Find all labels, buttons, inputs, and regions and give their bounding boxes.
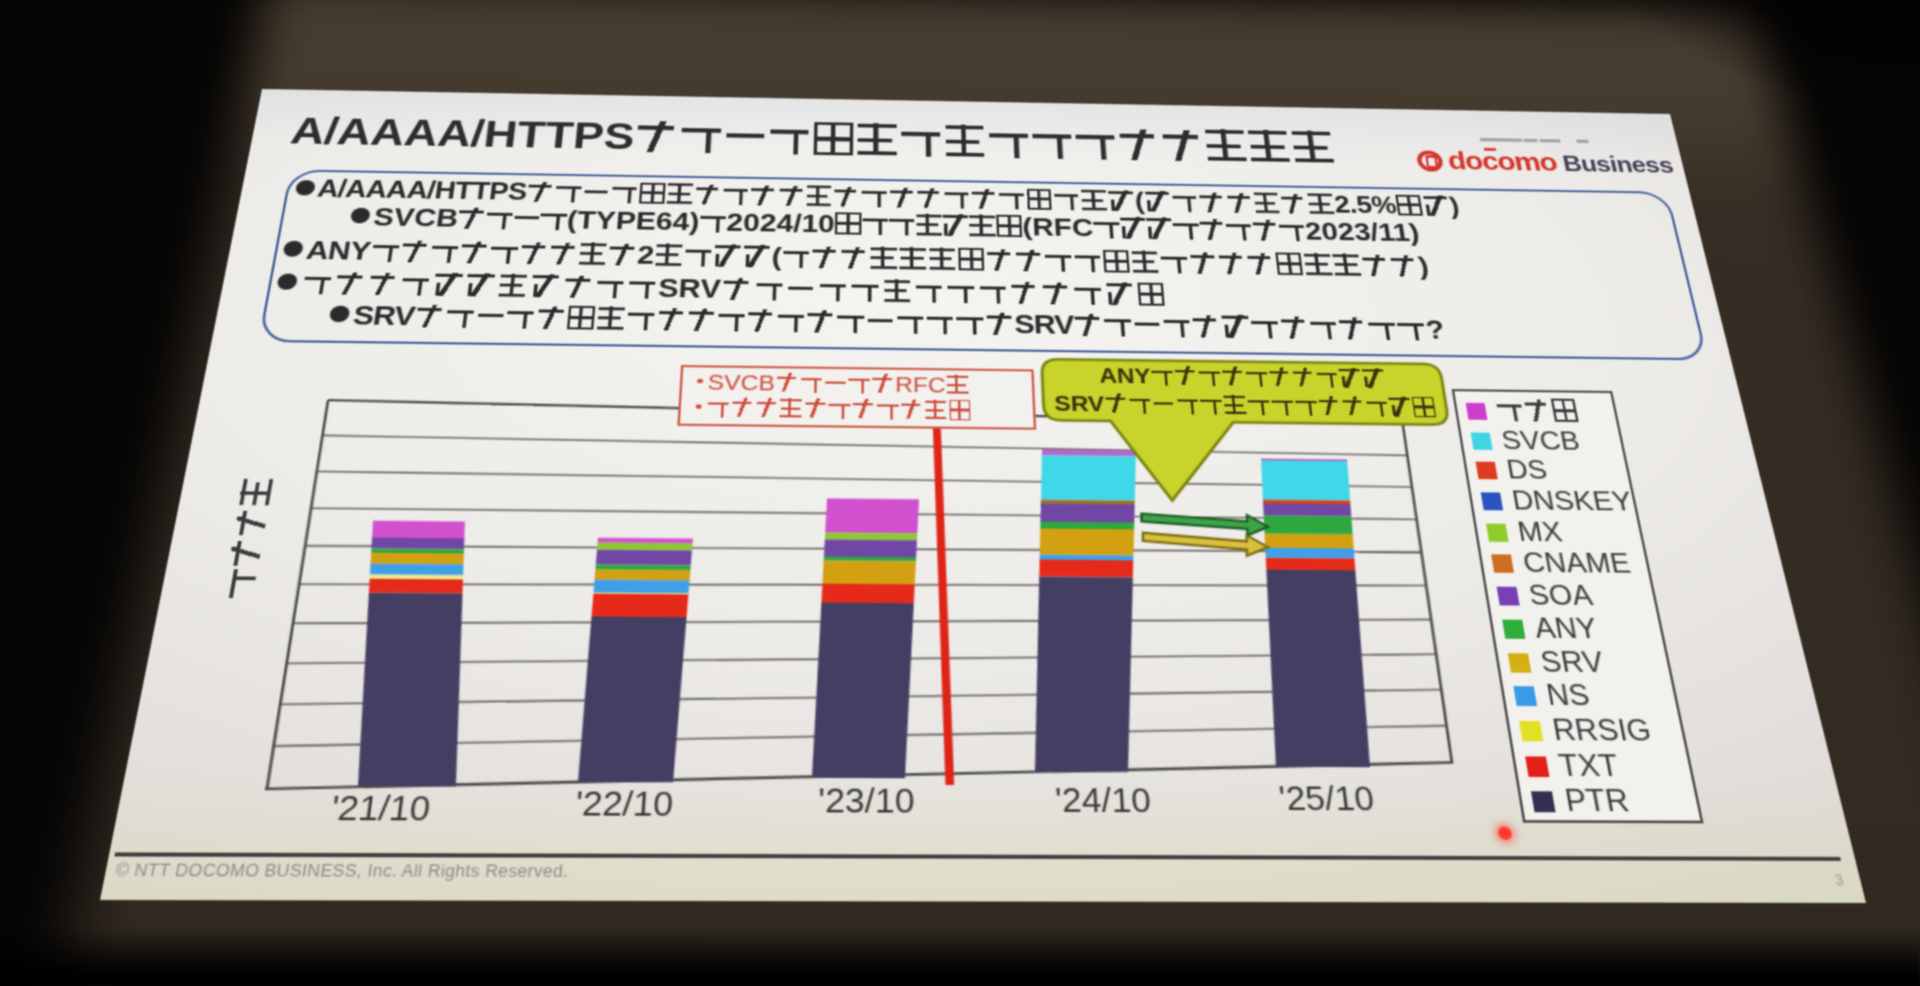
svg-text:'25/10: '25/10: [1277, 778, 1376, 818]
svg-text:'23/10: '23/10: [818, 780, 915, 820]
svg-text:'22/10: '22/10: [574, 783, 674, 824]
svg-text:'24/10: '24/10: [1054, 780, 1152, 820]
svg-text:'21/10: '21/10: [329, 787, 433, 828]
